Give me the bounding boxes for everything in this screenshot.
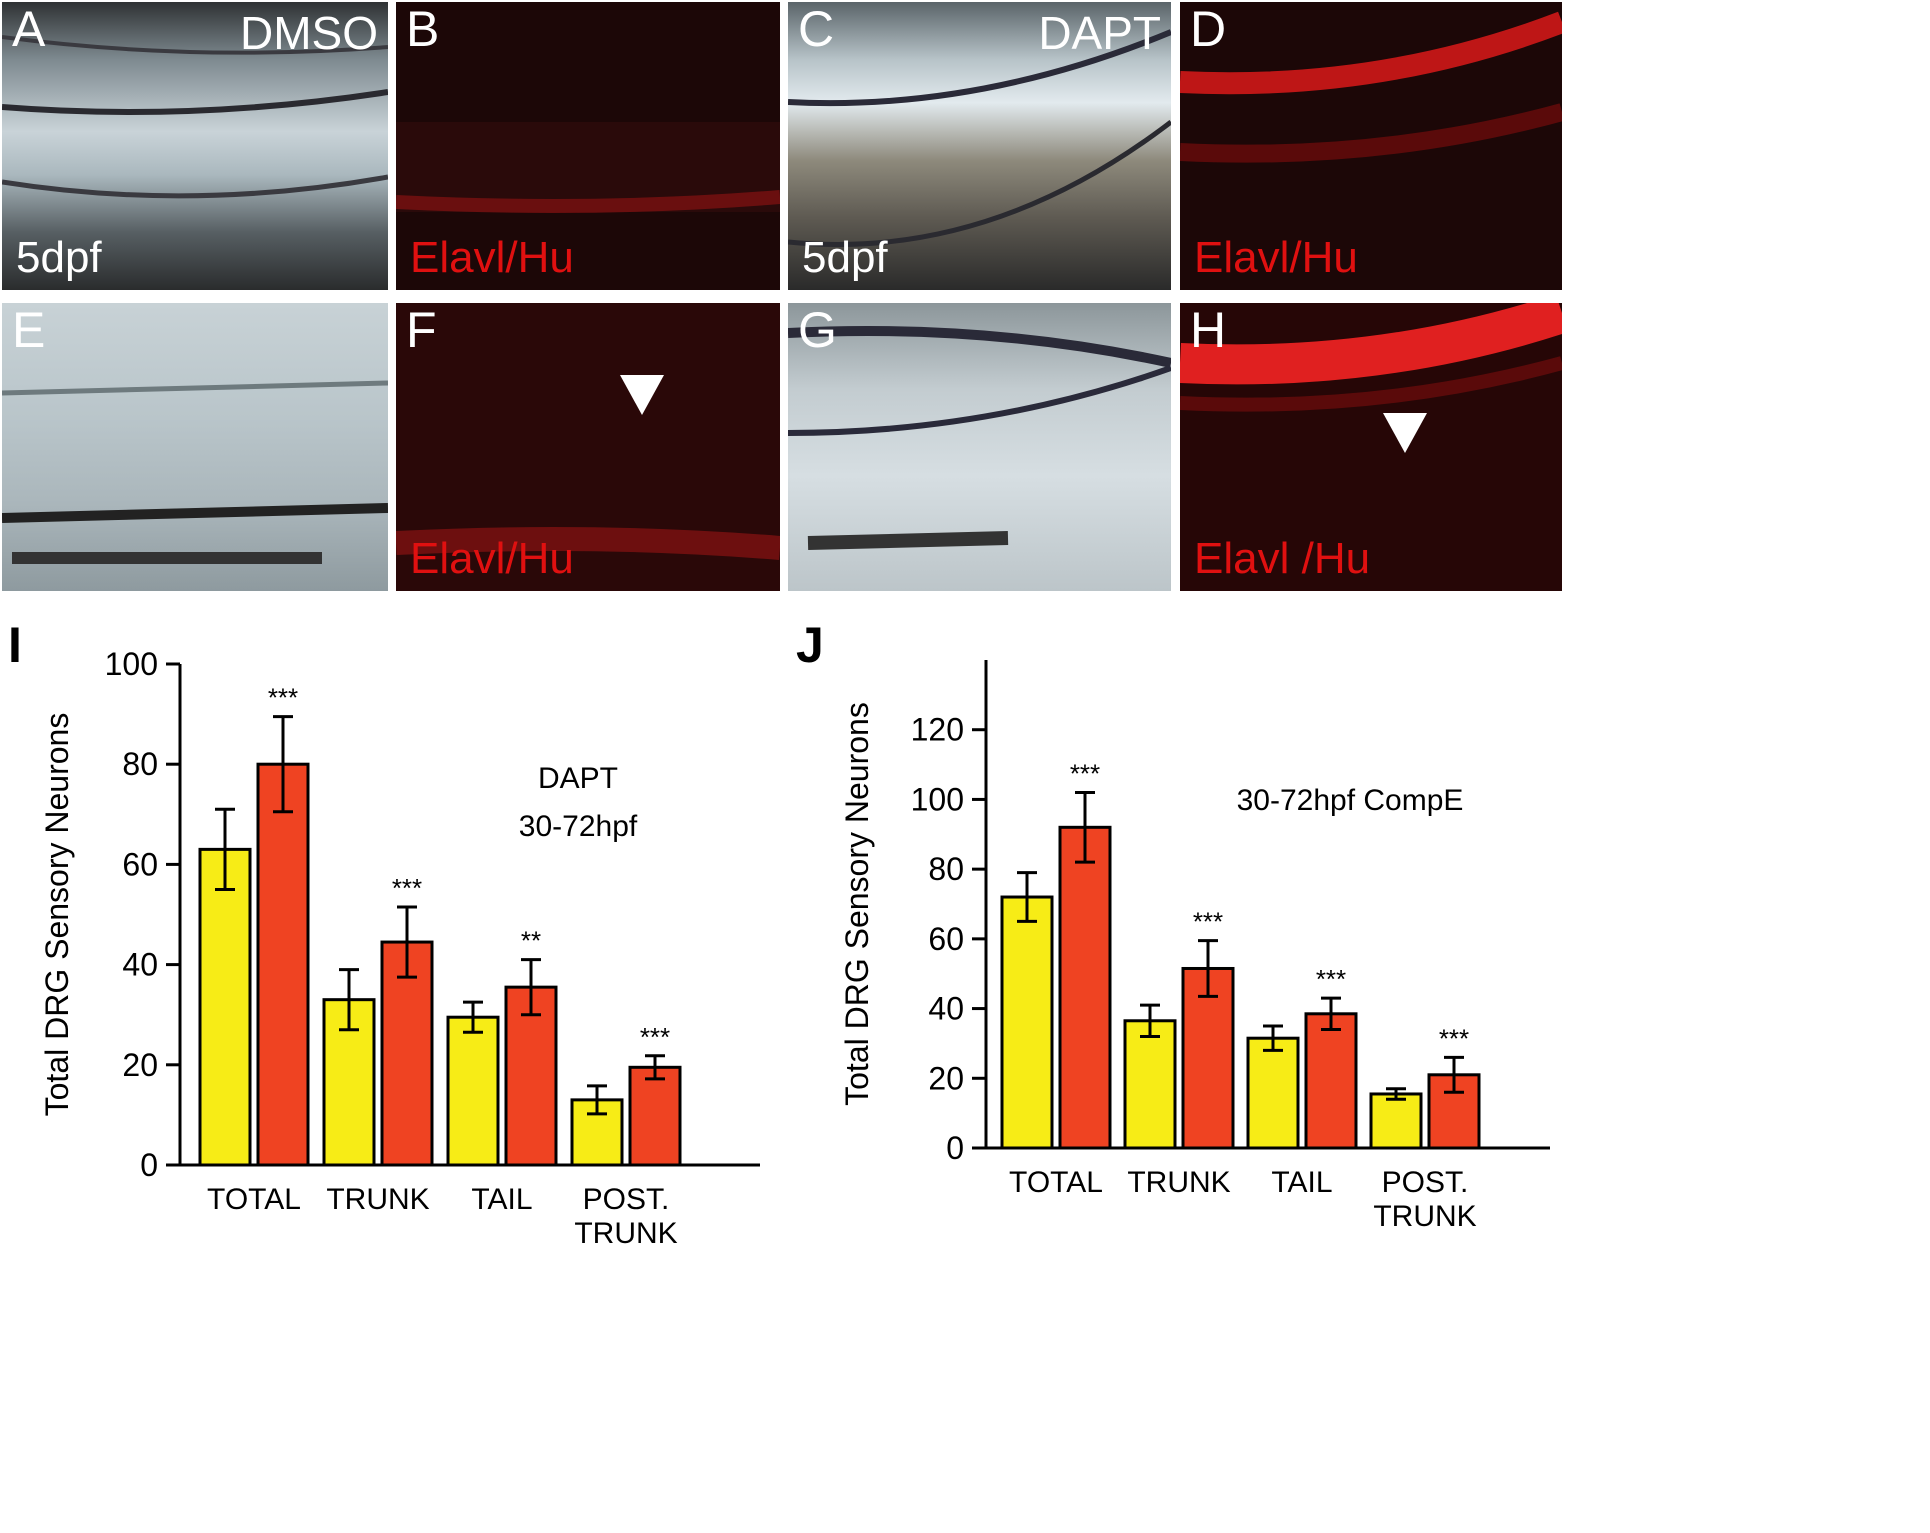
category-label: TAIL: [471, 1183, 532, 1216]
y-tick-label: 40: [928, 991, 964, 1027]
stage-label: 5dpf: [802, 233, 888, 282]
category-label: TRUNK: [326, 1183, 429, 1216]
stain-label: Elavl /Hu: [1194, 534, 1371, 583]
y-tick-label: 60: [928, 921, 964, 957]
fluorescence-image-d: [1180, 2, 1562, 290]
y-tick-label: 100: [105, 646, 158, 682]
condition-label: DMSO: [240, 7, 378, 59]
stage-label: 5dpf: [16, 233, 102, 282]
panel-letter-j: J: [796, 617, 824, 673]
panel-letter-i: I: [8, 617, 22, 673]
bar: [1058, 825, 1112, 1150]
y-tick-label: 0: [946, 1130, 964, 1166]
stain-label: Elavl/Hu: [410, 233, 574, 282]
bar: [1000, 895, 1054, 1150]
panel-letter: B: [406, 2, 440, 57]
y-tick-label: 80: [928, 851, 964, 887]
bar: [1246, 1036, 1300, 1150]
panel-letter: G: [798, 303, 837, 358]
panel-letter: H: [1190, 303, 1227, 358]
panel-d: D Elavl/Hu: [1180, 2, 1562, 290]
category-label: TRUNK: [574, 1217, 677, 1250]
bar: [1369, 1092, 1423, 1150]
bar: [256, 762, 310, 1167]
significance-label: ***: [1193, 907, 1223, 937]
fluorescence-image-b: [396, 2, 780, 290]
y-tick-label: 100: [911, 781, 964, 817]
bar: [1304, 1012, 1358, 1150]
category-label: POST.: [583, 1183, 670, 1216]
stain-label: Elavl/Hu: [1194, 233, 1358, 282]
bar-chart-j: 0 20 40 60 80 100 120 Total DRG Sensory Neurons…: [839, 660, 1550, 1233]
panel-e: E: [2, 303, 388, 591]
significance-label: ***: [1070, 758, 1100, 788]
y-tick-label: 20: [122, 1047, 158, 1083]
bar: [628, 1065, 682, 1167]
y-tick-label: 120: [911, 712, 964, 748]
y-tick-label: 80: [122, 746, 158, 782]
fluorescence-image-h: [1180, 303, 1562, 591]
brightfield-image-g: [788, 303, 1171, 591]
annotation-text: 30-72hpf CompE: [1237, 784, 1464, 817]
bar: [446, 1015, 500, 1167]
category-label: TAIL: [1271, 1166, 1332, 1199]
annotation-text: DAPT: [538, 762, 618, 795]
y-tick-label: 40: [122, 947, 158, 983]
brightfield-image-a: [2, 2, 388, 290]
y-tick-label: 0: [140, 1147, 158, 1183]
panel-b: B Elavl/Hu: [396, 2, 780, 290]
y-axis-label: Total DRG Sensory Neurons: [39, 713, 75, 1117]
category-label: POST.: [1382, 1166, 1469, 1199]
y-tick-label: 60: [122, 846, 158, 882]
significance-label: ***: [1316, 964, 1346, 994]
significance-label: ***: [392, 873, 422, 903]
bar: [198, 847, 252, 1167]
category-label: TOTAL: [1009, 1166, 1103, 1199]
significance-label: ***: [1439, 1023, 1469, 1053]
category-label: TRUNK: [1373, 1200, 1476, 1233]
significance-label: ***: [640, 1022, 670, 1052]
significance-label: ***: [268, 683, 298, 713]
fluorescence-image-f: [396, 303, 780, 591]
annotation-text: 30-72hpf: [519, 810, 638, 843]
panel-letter: A: [12, 2, 46, 57]
bar: [1123, 1019, 1177, 1150]
stain-label: Elavl/Hu: [410, 534, 574, 583]
bar: [380, 940, 434, 1167]
category-label: TRUNK: [1127, 1166, 1230, 1199]
brightfield-image-e: [2, 303, 388, 591]
panel-h: H Elavl /Hu: [1180, 303, 1562, 591]
bar: [504, 985, 558, 1167]
panel-a: A DMSO 5dpf: [2, 2, 388, 290]
panel-letter: D: [1190, 2, 1227, 57]
y-axis-label: Total DRG Sensory Neurons: [839, 702, 875, 1106]
panel-letter: C: [798, 2, 835, 57]
brightfield-image-c: [788, 2, 1171, 290]
category-label: TOTAL: [207, 1183, 301, 1216]
panel-f: F Elavl/Hu: [396, 303, 780, 591]
panel-letter: E: [12, 303, 46, 358]
panel-c: C DAPT 5dpf: [788, 2, 1171, 290]
panel-g: G: [788, 303, 1171, 591]
arrowhead-icon: [1383, 413, 1427, 453]
condition-label: DAPT: [1038, 7, 1161, 59]
y-tick-label: 20: [928, 1060, 964, 1096]
significance-label: **: [521, 926, 541, 956]
arrowhead-icon: [620, 375, 664, 415]
panel-letter: F: [406, 303, 437, 358]
